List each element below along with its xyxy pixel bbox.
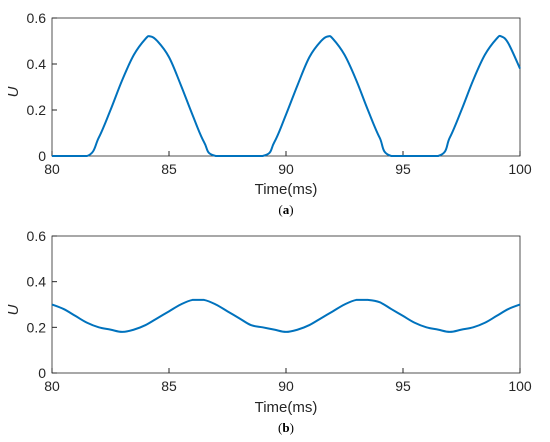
panel-letter-b: b xyxy=(282,420,289,435)
y-tick-label: 0 xyxy=(38,148,46,164)
panel-tag-b: (b) xyxy=(278,420,294,435)
x-tick-label: 85 xyxy=(161,378,177,394)
y-tick-label: 0 xyxy=(38,365,46,381)
y-tick-label: 0.2 xyxy=(27,319,47,335)
y-axis-label-a: U xyxy=(5,86,22,97)
x-tick-label: 100 xyxy=(508,378,532,394)
panel-a: 0 0.2 0.4 0.6 80 85 90 95 100 U Time(ms) (a) xyxy=(5,10,532,217)
panel-tag-a: (a) xyxy=(278,202,293,217)
y-tick-label: 0.2 xyxy=(27,102,47,118)
x-tick-label: 90 xyxy=(278,161,294,177)
series-line-b xyxy=(51,298,521,333)
x-tick-label: 90 xyxy=(278,378,294,394)
x-tick-label: 95 xyxy=(395,378,411,394)
x-ticks-b: 80 85 90 95 100 xyxy=(44,368,532,394)
x-ticks-a: 80 85 90 95 100 xyxy=(44,151,532,177)
panel-letter-a: a xyxy=(283,202,290,217)
panel-b: 0 0.2 0.4 0.6 80 85 90 95 100 U Time(ms) (b) xyxy=(5,228,532,435)
x-tick-label: 85 xyxy=(161,161,177,177)
plot-area-a xyxy=(51,17,521,157)
y-tick-label: 0.4 xyxy=(27,56,47,72)
x-axis-label-a: Time(ms) xyxy=(255,181,318,198)
x-axis-label-b: Time(ms) xyxy=(255,399,318,416)
y-ticks-a: 0 0.2 0.4 0.6 xyxy=(27,10,57,164)
y-tick-label: 0.4 xyxy=(27,274,47,290)
x-tick-label: 80 xyxy=(44,161,60,177)
y-ticks-b: 0 0.2 0.4 0.6 xyxy=(27,228,57,381)
x-tick-label: 80 xyxy=(44,378,60,394)
series-line-a xyxy=(51,34,521,157)
y-tick-label: 0.6 xyxy=(27,228,47,244)
y-tick-label: 0.6 xyxy=(27,10,47,26)
y-axis-label-b: U xyxy=(5,304,22,315)
plot-area-b xyxy=(51,235,521,374)
x-tick-label: 95 xyxy=(395,161,411,177)
x-tick-label: 100 xyxy=(508,161,532,177)
